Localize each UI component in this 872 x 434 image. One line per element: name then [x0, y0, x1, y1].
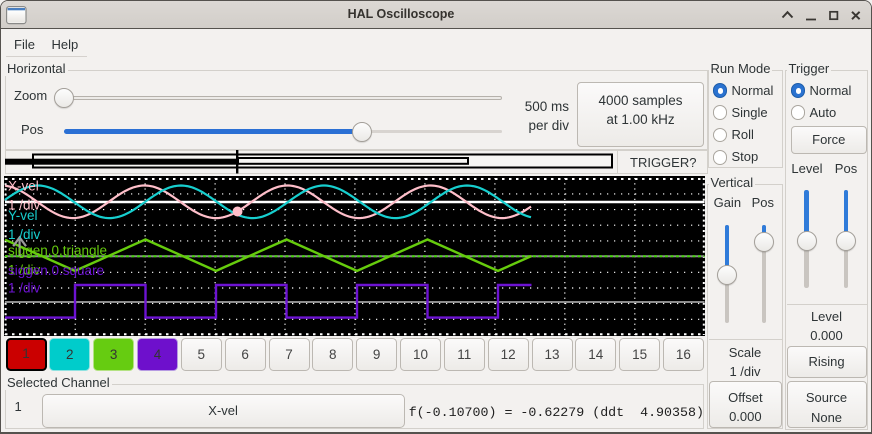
svg-text:1 /div: 1 /div — [8, 198, 41, 213]
svg-text:1 /div: 1 /div — [8, 227, 41, 242]
svg-text:Y-vel: Y-vel — [8, 208, 38, 223]
svg-text:siggen.0.square: siggen.0.square — [8, 263, 104, 278]
svg-text:1 /div: 1 /div — [8, 281, 41, 296]
svg-text:1 /div: 1 /div — [8, 263, 41, 278]
svg-text:siggen.0.triangle: siggen.0.triangle — [8, 243, 107, 258]
svg-text:X-vel: X-vel — [8, 179, 39, 194]
